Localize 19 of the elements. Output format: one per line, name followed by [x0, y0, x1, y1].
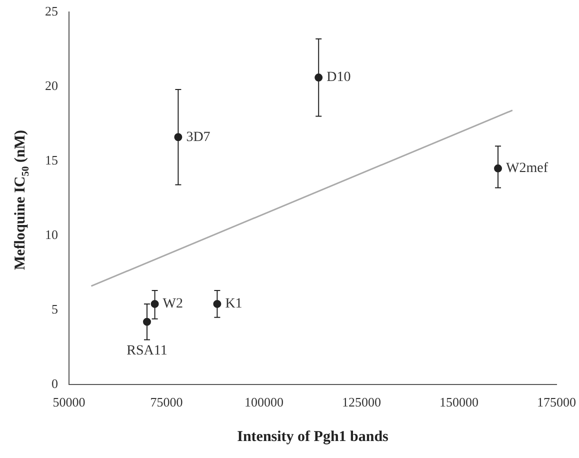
annotation: K1: [225, 296, 242, 312]
annotation: RSA11: [126, 344, 168, 359]
annotation: W2: [162, 296, 184, 312]
y-tick-label: 25: [45, 3, 58, 18]
x-tick-label: 75000: [150, 394, 183, 410]
annotation: W2mef: [506, 161, 548, 176]
x-tick-label: 50000: [52, 394, 86, 410]
y-tick-label: 5: [52, 301, 58, 316]
x-tick-label: 125000: [342, 394, 381, 410]
y-tick-label: 15: [45, 152, 58, 168]
y-tick-label: 0: [52, 376, 58, 391]
y-tick-label: 10: [45, 226, 58, 242]
x-axis-title: Intensity of Pgh1 bands: [237, 428, 389, 445]
annotation: 3D7: [186, 130, 210, 145]
x-tick-label: 175000: [537, 394, 576, 410]
y-tick-label: 20: [45, 78, 58, 93]
annotation: D10: [326, 70, 351, 86]
x-tick-label: 100000: [244, 394, 284, 410]
x-tick-label: 150000: [440, 394, 478, 410]
